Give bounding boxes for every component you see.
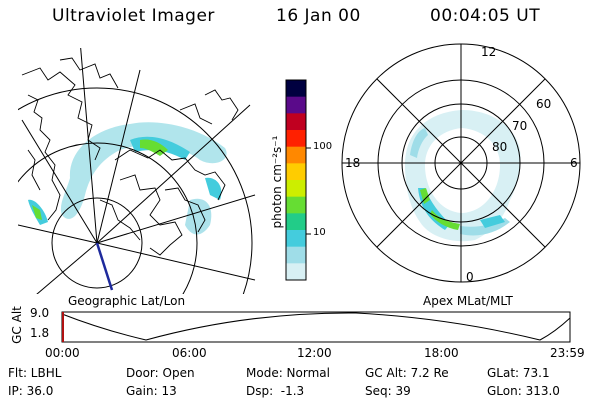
mlt-label-12: 12 [481, 45, 497, 59]
mlat-label-60: 60 [536, 97, 552, 111]
mlt-label-18: 18 [345, 156, 361, 170]
status-gc-alt: GC Alt: 7.2 Re [365, 366, 449, 380]
status-filter: Flt: LBHL [8, 366, 62, 380]
colorbar-stripe [286, 146, 306, 164]
instrument-title: Ultraviolet Imager [52, 6, 215, 26]
terminator-line [95, 242, 114, 291]
mlt-label-0: 0 [466, 270, 474, 284]
status-mode: Mode: Normal [246, 366, 330, 380]
colorbar-stripe [286, 113, 306, 131]
status-glon: GLon: 313.0 [487, 384, 560, 398]
status-glat: GLat: 73.1 [487, 366, 550, 380]
right-panel-caption: Apex MLat/MLT [423, 294, 513, 308]
mlat-label-80: 80 [492, 140, 508, 154]
geographic-map [18, 48, 256, 294]
time-tick-0000: 00:00 [45, 346, 80, 360]
status-seq: Seq: 39 [365, 384, 411, 398]
altitude-curve [61, 312, 571, 341]
time-tick-2359: 23:59 [550, 346, 585, 360]
colorbar [285, 79, 311, 281]
aurora-emission-right [405, 110, 521, 242]
status-gain: Gain: 13 [126, 384, 177, 398]
colorbar-stripe [286, 263, 306, 281]
colorbar-stripe [286, 230, 306, 248]
colorbar-stripe [286, 163, 306, 181]
time-tick-1200: 12:00 [297, 346, 332, 360]
colorbar-stripe [286, 96, 306, 114]
colorbar-stripe [286, 130, 306, 148]
aurora-emission-left [28, 122, 227, 235]
colorbar-stripe [286, 213, 306, 231]
date-label: 16 Jan 00 [276, 6, 361, 26]
status-dsp: Dsp: -1.3 [246, 384, 305, 398]
coastlines [21, 57, 239, 256]
time-label: 00:04:05 UT [430, 6, 541, 26]
mlat-label-70: 70 [512, 119, 528, 133]
status-ip: IP: 36.0 [8, 384, 54, 398]
colorbar-stripe [286, 246, 306, 264]
colorbar-stripe [286, 180, 306, 198]
mlt-label-6: 6 [570, 156, 578, 170]
lat-lon-grid [18, 48, 256, 294]
colorbar-stripe [286, 196, 306, 214]
time-tick-0600: 06:00 [172, 346, 207, 360]
time-tick-1800: 18:00 [424, 346, 459, 360]
colorbar-unit-label: photon cm⁻²s⁻¹ [270, 135, 284, 229]
altitude-ytick-9: 9.0 [30, 306, 50, 320]
colorbar-tick-100: 100 [313, 141, 333, 152]
colorbar-tick-10: 10 [313, 227, 326, 238]
left-panel-caption: Geographic Lat/Lon [68, 294, 186, 308]
colorbar-stripe [286, 80, 306, 98]
status-door: Door: Open [126, 366, 195, 380]
altitude-ylabel: GC Alt [10, 306, 24, 344]
altitude-strip [61, 311, 571, 343]
altitude-ytick-1-8: 1.8 [30, 326, 50, 340]
apex-polar-plot [341, 43, 581, 283]
